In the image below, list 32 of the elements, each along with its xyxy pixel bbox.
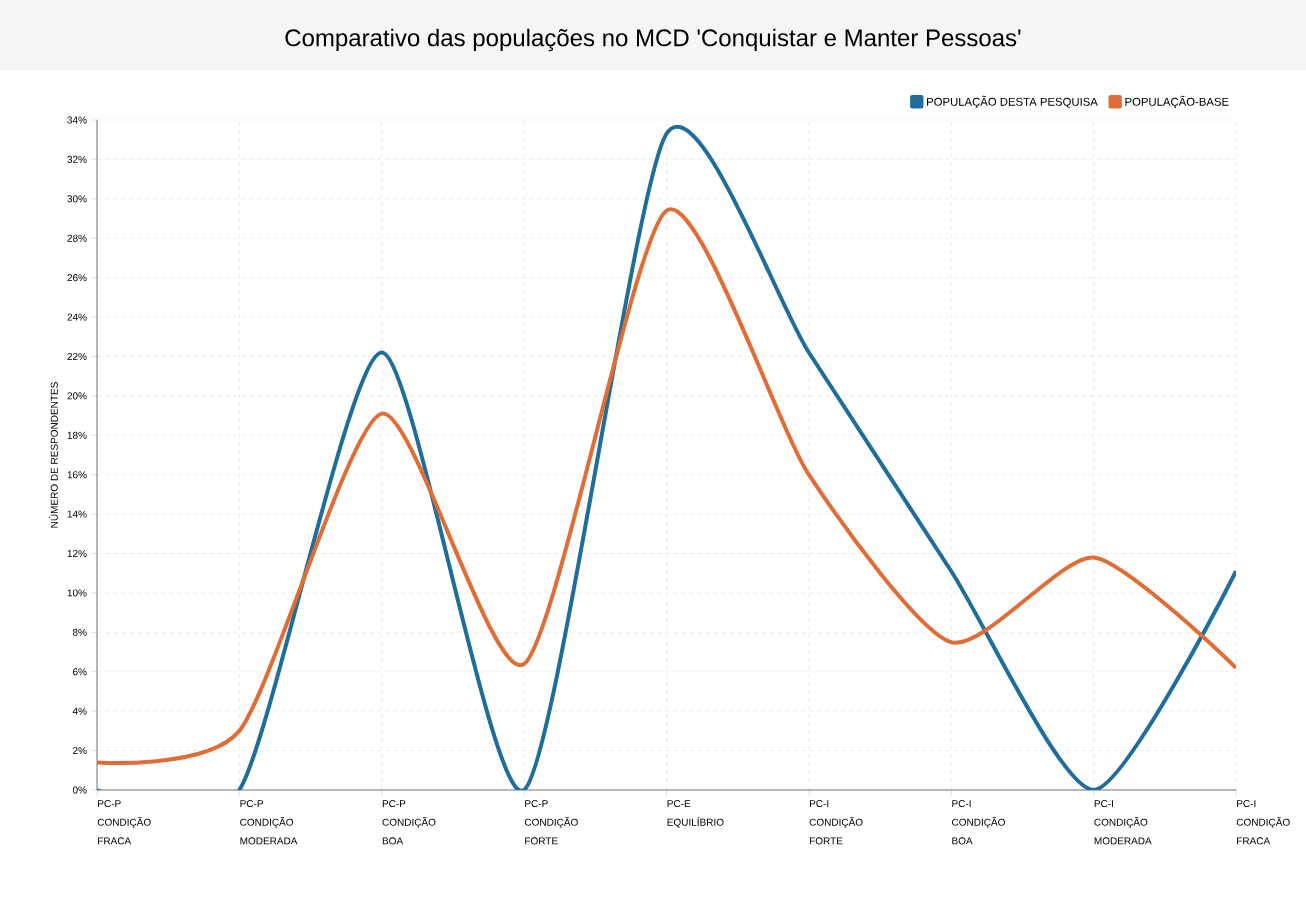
y-tick-label: 0% <box>72 786 87 794</box>
y-tick-label: 18% <box>67 431 87 439</box>
chart-title: Comparativo das populações no MCD 'Conquistar e Manter Pessoas' <box>285 28 1021 52</box>
y-tick-label: 32% <box>67 155 87 163</box>
y-tick-label: 22% <box>67 352 87 360</box>
y-tick-label: 24% <box>67 313 87 321</box>
y-tick-label: 30% <box>67 195 87 203</box>
legend-label: POPULAÇÃO DESTA PESQUISA <box>927 95 1098 109</box>
y-tick-label: 34% <box>67 116 87 124</box>
y-tick-label: 28% <box>67 234 87 242</box>
x-tick-label: PC-I CONDIÇÃO FORTE <box>809 800 863 845</box>
x-tick-label: PC-P CONDIÇÃO BOA <box>382 800 436 845</box>
line-series <box>97 208 1237 765</box>
x-tick-label: PC-P CONDIÇÃO MODERADA <box>240 800 298 845</box>
legend-label: POPULAÇÃO-BASE <box>1125 95 1229 109</box>
y-tick-label: 14% <box>67 510 87 518</box>
x-tick-label: PC-P CONDIÇÃO FRACA <box>97 800 151 845</box>
y-tick-label: 20% <box>67 392 87 400</box>
y-tick-label: 10% <box>67 589 87 597</box>
y-axis-title: NÚMERO DE RESPONDENTES <box>49 382 58 528</box>
x-tick-label: PC-I CONDIÇÃO MODERADA <box>1094 800 1152 845</box>
y-tick-label: 16% <box>67 471 87 479</box>
x-tick-label: PC-P CONDIÇÃO FORTE <box>524 800 578 845</box>
x-tick-label: PC-E EQUILÍBRIO <box>667 800 724 828</box>
y-tick-label: 26% <box>67 274 87 282</box>
y-tick-label: 2% <box>73 747 87 755</box>
y-tick-label: 6% <box>73 668 87 676</box>
x-tick-label: PC-I CONDIÇÃO FRACA <box>1236 800 1290 845</box>
y-tick-label: 12% <box>67 549 87 558</box>
x-tick-label: PC-I CONDIÇÃO BOA <box>952 800 1005 845</box>
y-tick-label: 4% <box>72 707 87 715</box>
y-tick-label: 8% <box>72 628 87 636</box>
